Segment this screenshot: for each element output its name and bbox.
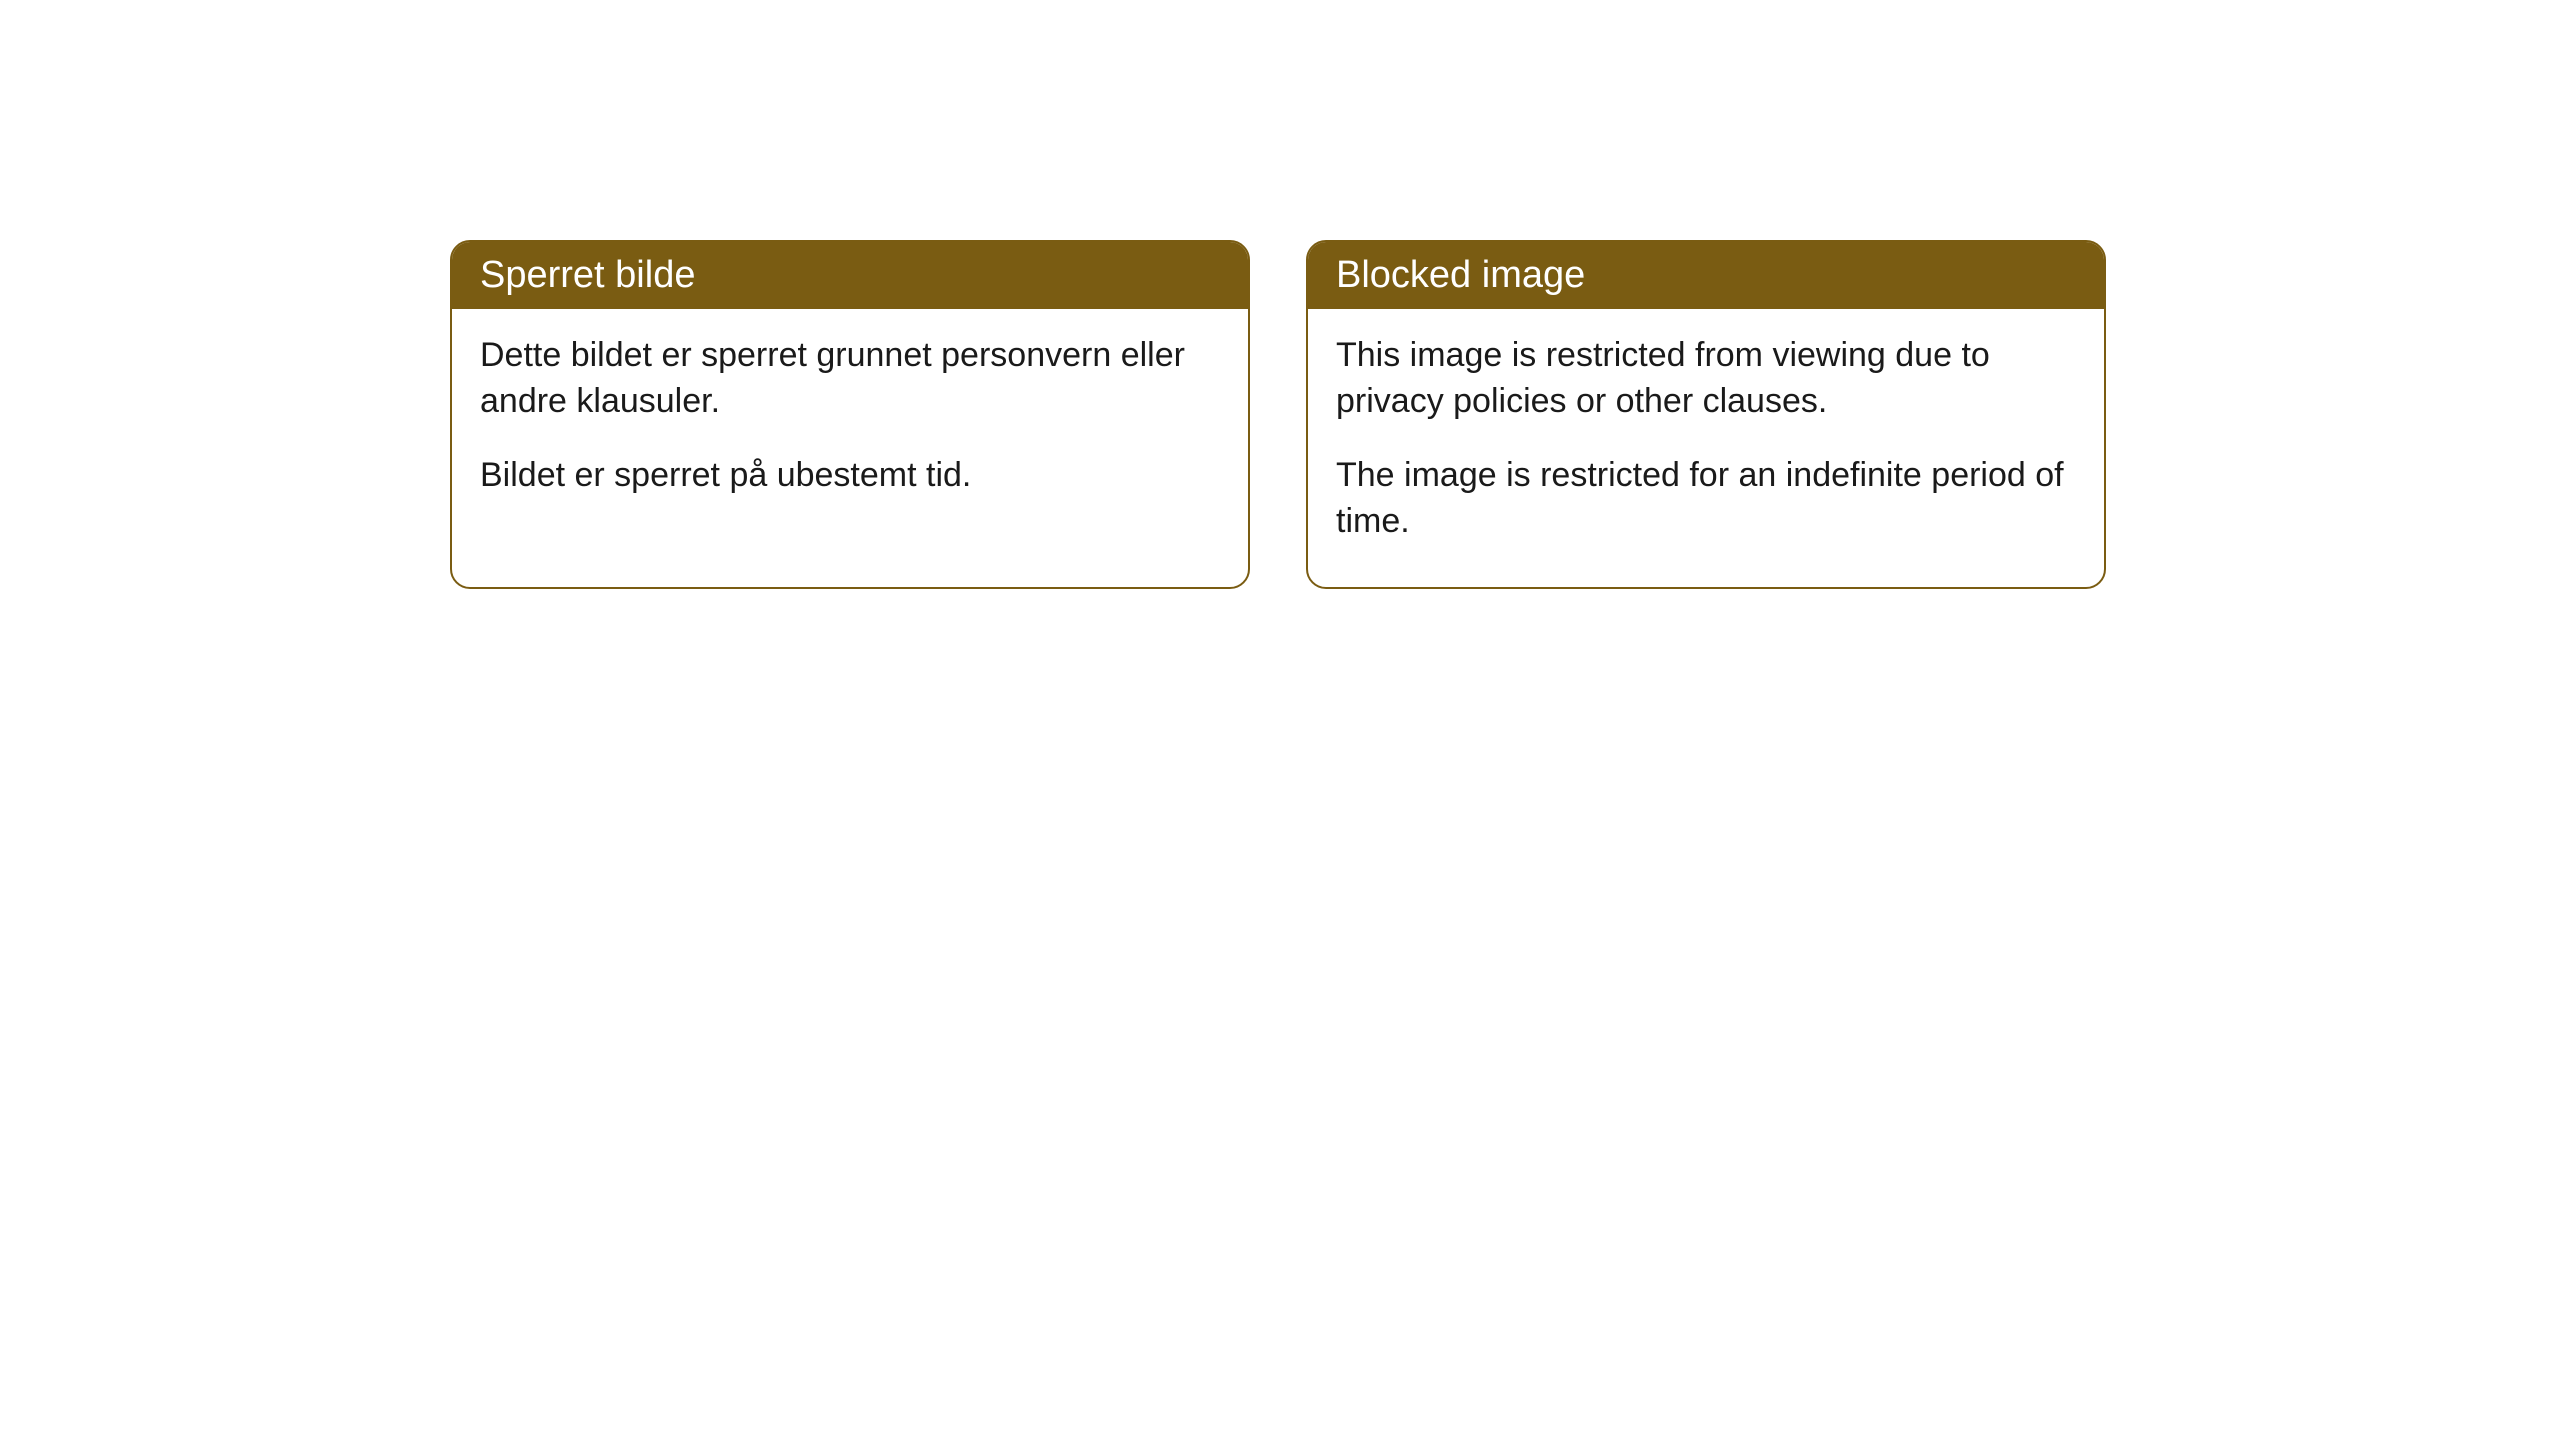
card-title: Sperret bilde xyxy=(480,254,695,296)
card-body-english: This image is restricted from viewing du… xyxy=(1308,309,2104,587)
card-paragraph: This image is restricted from viewing du… xyxy=(1336,333,2076,425)
card-paragraph: The image is restricted for an indefinit… xyxy=(1336,453,2076,545)
notice-cards-container: Sperret bilde Dette bildet er sperret gr… xyxy=(450,240,2560,589)
card-header-norwegian: Sperret bilde xyxy=(452,242,1248,309)
card-header-english: Blocked image xyxy=(1308,242,2104,309)
notice-card-english: Blocked image This image is restricted f… xyxy=(1306,240,2106,589)
card-body-norwegian: Dette bildet er sperret grunnet personve… xyxy=(452,309,1248,541)
notice-card-norwegian: Sperret bilde Dette bildet er sperret gr… xyxy=(450,240,1250,589)
card-title: Blocked image xyxy=(1336,254,1585,296)
card-paragraph: Bildet er sperret på ubestemt tid. xyxy=(480,453,1220,499)
card-paragraph: Dette bildet er sperret grunnet personve… xyxy=(480,333,1220,425)
